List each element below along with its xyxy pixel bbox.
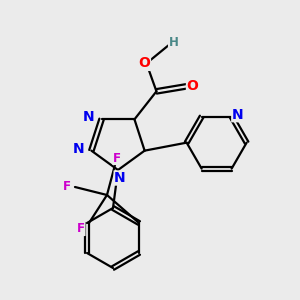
Text: N: N	[232, 108, 243, 122]
Text: N: N	[73, 142, 84, 156]
Text: N: N	[83, 110, 94, 124]
Text: F: F	[63, 181, 71, 194]
Text: O: O	[139, 56, 150, 70]
Text: N: N	[114, 171, 126, 185]
Text: F: F	[113, 152, 121, 164]
Text: H: H	[169, 36, 178, 49]
Text: F: F	[77, 223, 85, 236]
Text: O: O	[187, 79, 198, 93]
